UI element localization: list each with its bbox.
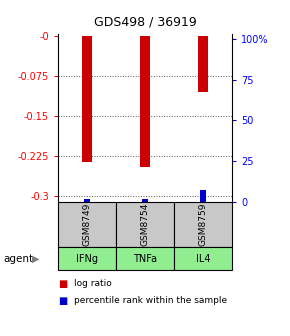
Text: TNFa: TNFa [133,254,157,264]
Text: GSM8759: GSM8759 [198,203,208,246]
Text: GDS498 / 36919: GDS498 / 36919 [94,15,196,28]
Text: GSM8749: GSM8749 [82,203,92,246]
Text: ■: ■ [58,296,67,306]
Text: GSM8754: GSM8754 [140,203,150,246]
Bar [200,190,206,202]
Bar [84,199,90,202]
Bar [140,36,150,167]
Text: log ratio: log ratio [74,280,112,288]
Bar [82,36,92,162]
Text: percentile rank within the sample: percentile rank within the sample [74,296,227,305]
Text: IFNg: IFNg [76,254,98,264]
Text: IL4: IL4 [196,254,210,264]
Text: ▶: ▶ [32,254,39,264]
Text: ■: ■ [58,279,67,289]
Bar [142,199,148,202]
Text: agent: agent [3,254,33,264]
Bar [198,36,208,92]
